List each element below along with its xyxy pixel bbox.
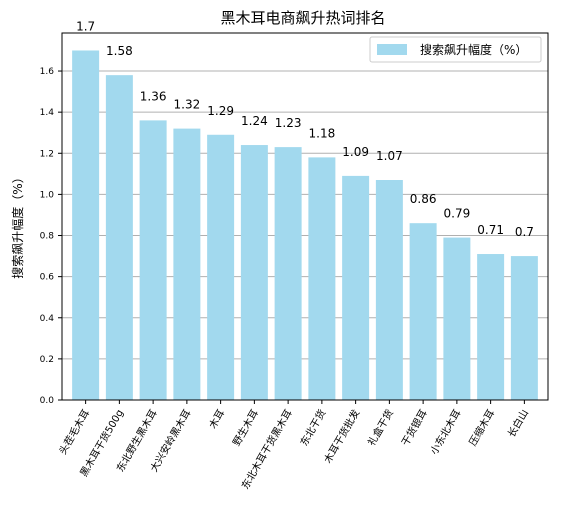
x-tick-label: 木耳 xyxy=(207,408,227,431)
bar xyxy=(139,120,167,400)
bar xyxy=(207,134,235,400)
bar xyxy=(105,75,133,400)
plot-frame xyxy=(61,32,549,401)
bar-value-label: 1.09 xyxy=(342,145,369,159)
bar xyxy=(274,147,302,400)
gridlines xyxy=(62,70,548,401)
bar-value-label: 0.71 xyxy=(477,223,504,237)
bar-value-label: 0.86 xyxy=(410,192,437,206)
legend: 搜索飙升幅度（%） xyxy=(369,36,542,63)
x-tick-label: 干货银耳 xyxy=(398,407,429,448)
x-tick-label: 压缩木耳 xyxy=(466,407,497,448)
bar-value-label: 1.7 xyxy=(76,19,95,33)
bar xyxy=(375,180,403,400)
bar xyxy=(72,50,100,400)
y-tick-label: 1.6 xyxy=(40,67,55,77)
x-tick-label: 东北干货 xyxy=(297,407,328,448)
bar-value-label: 1.29 xyxy=(207,104,234,118)
bar-value-label: 1.24 xyxy=(241,114,268,128)
bar xyxy=(240,145,268,400)
bar xyxy=(308,157,336,400)
y-axis-ticks: 0.0 0.2 0.4 0.6 0.8 1.0 1.2 1.4 1.6 xyxy=(40,67,62,406)
bar xyxy=(342,175,370,400)
y-tick-label: 1.4 xyxy=(40,108,55,118)
y-tick-label: 0.2 xyxy=(40,355,54,365)
bar-value-label: 1.32 xyxy=(174,98,201,112)
x-tick-label: 小东北木耳 xyxy=(427,407,463,457)
bar-value-label: 1.07 xyxy=(376,149,403,163)
legend-box xyxy=(369,36,542,63)
y-tick-label: 0.4 xyxy=(40,314,55,324)
bars xyxy=(72,50,538,400)
bar-value-label: 0.79 xyxy=(444,207,471,221)
bar xyxy=(173,128,201,400)
x-tick-label: 长白山 xyxy=(505,407,531,439)
bar-value-label: 0.7 xyxy=(515,225,534,239)
legend-label: 搜索飙升幅度（%） xyxy=(420,42,527,57)
chart-title: 黑木耳电商飙升热词排名 xyxy=(220,9,385,27)
legend-swatch xyxy=(377,44,407,55)
bar-value-label: 1.18 xyxy=(309,126,336,140)
bar-value-label: 1.58 xyxy=(106,44,133,58)
bar xyxy=(409,223,437,400)
x-tick-label: 野生木耳 xyxy=(230,407,261,448)
y-axis-label: 搜索飙升幅度（%） xyxy=(10,171,25,278)
bar-value-label: 1.23 xyxy=(275,116,302,130)
y-tick-label: 0.8 xyxy=(40,232,55,242)
bar xyxy=(443,237,471,400)
data-labels: 1.7 1.58 1.36 1.32 1.29 1.24 1.23 1.18 1.09 1.07 0… xyxy=(76,19,534,239)
bar-value-label: 1.36 xyxy=(140,89,167,103)
y-tick-label: 1.0 xyxy=(40,190,55,200)
y-tick-label: 1.2 xyxy=(40,149,54,159)
y-tick-label: 0.6 xyxy=(40,273,55,283)
bar xyxy=(510,256,538,400)
bar xyxy=(477,254,505,400)
x-tick-label: 礼盒干货 xyxy=(365,407,396,448)
x-tick-label: 头茬毛木耳 xyxy=(56,407,92,457)
y-tick-label: 0.0 xyxy=(40,396,55,406)
